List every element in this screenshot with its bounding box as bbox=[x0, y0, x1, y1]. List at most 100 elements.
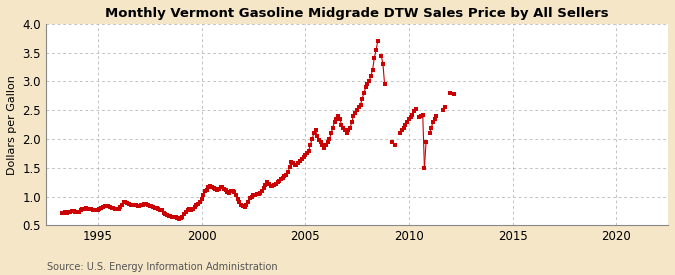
Point bbox=[236, 203, 247, 208]
Point bbox=[306, 137, 317, 141]
Point bbox=[139, 202, 150, 206]
Point bbox=[67, 209, 78, 213]
Point bbox=[439, 105, 450, 110]
Y-axis label: Dollars per Gallon: Dollars per Gallon bbox=[7, 75, 17, 175]
Point bbox=[331, 117, 342, 121]
Point bbox=[395, 131, 406, 136]
Point bbox=[200, 189, 211, 193]
Point bbox=[421, 140, 431, 144]
Point bbox=[70, 210, 81, 214]
Point bbox=[358, 91, 369, 95]
Point bbox=[125, 202, 136, 207]
Point bbox=[300, 153, 310, 157]
Point bbox=[277, 176, 288, 180]
Point bbox=[167, 214, 178, 219]
Point bbox=[208, 186, 219, 190]
Point bbox=[305, 143, 316, 147]
Point bbox=[61, 211, 72, 215]
Point bbox=[99, 204, 110, 209]
Point bbox=[315, 140, 326, 144]
Point bbox=[248, 193, 259, 198]
Point bbox=[404, 117, 414, 121]
Point bbox=[367, 68, 378, 72]
Point bbox=[270, 182, 281, 186]
Point bbox=[138, 202, 148, 207]
Point bbox=[263, 182, 274, 186]
Point bbox=[227, 189, 238, 193]
Point bbox=[389, 143, 400, 147]
Point bbox=[96, 206, 107, 210]
Point bbox=[448, 92, 459, 96]
Point bbox=[345, 125, 356, 130]
Point bbox=[124, 202, 134, 206]
Point bbox=[281, 173, 292, 177]
Point bbox=[115, 205, 126, 209]
Point bbox=[324, 137, 335, 141]
Point bbox=[319, 145, 329, 150]
Point bbox=[198, 193, 209, 198]
Point bbox=[352, 108, 362, 112]
Point bbox=[342, 131, 352, 136]
Point bbox=[350, 111, 360, 115]
Point bbox=[169, 214, 180, 219]
Point bbox=[146, 204, 157, 209]
Point bbox=[65, 210, 76, 214]
Point bbox=[186, 208, 196, 212]
Point bbox=[56, 211, 67, 216]
Point bbox=[149, 205, 160, 210]
Point bbox=[290, 163, 300, 167]
Point bbox=[111, 207, 122, 211]
Point bbox=[250, 193, 261, 197]
Point bbox=[275, 177, 286, 182]
Point bbox=[220, 188, 231, 192]
Point bbox=[74, 210, 84, 214]
Point bbox=[267, 184, 278, 188]
Point bbox=[158, 211, 169, 215]
Point bbox=[274, 179, 285, 183]
Point bbox=[303, 148, 314, 153]
Point bbox=[189, 205, 200, 209]
Point bbox=[98, 205, 109, 209]
Point bbox=[118, 200, 129, 205]
Point bbox=[201, 188, 212, 192]
Point bbox=[170, 214, 181, 219]
Point bbox=[141, 202, 152, 206]
Point bbox=[288, 161, 298, 166]
Point bbox=[94, 207, 105, 211]
Point bbox=[405, 115, 416, 119]
Point bbox=[151, 206, 162, 210]
Point bbox=[355, 102, 366, 107]
Point bbox=[182, 208, 193, 212]
Point bbox=[120, 200, 131, 204]
Point bbox=[314, 138, 325, 142]
Point bbox=[155, 208, 165, 212]
Point bbox=[172, 216, 183, 220]
Point bbox=[161, 213, 172, 217]
Point bbox=[400, 122, 410, 127]
Title: Monthly Vermont Gasoline Midgrade DTW Sales Price by All Sellers: Monthly Vermont Gasoline Midgrade DTW Sa… bbox=[105, 7, 609, 20]
Point bbox=[322, 140, 333, 144]
Point bbox=[113, 207, 124, 211]
Point bbox=[327, 125, 338, 130]
Point bbox=[343, 128, 354, 133]
Point bbox=[407, 113, 418, 117]
Point bbox=[410, 107, 421, 111]
Point bbox=[134, 204, 144, 208]
Point bbox=[68, 209, 79, 213]
Point bbox=[219, 186, 230, 191]
Point bbox=[75, 208, 86, 213]
Point bbox=[215, 185, 226, 189]
Point bbox=[364, 79, 375, 84]
Point bbox=[259, 186, 269, 190]
Point bbox=[284, 164, 295, 169]
Point bbox=[373, 39, 383, 43]
Point bbox=[252, 192, 263, 197]
Point bbox=[148, 205, 159, 209]
Point bbox=[82, 207, 93, 211]
Point bbox=[105, 205, 115, 209]
Point bbox=[130, 203, 141, 208]
Point bbox=[438, 108, 449, 112]
Point bbox=[127, 203, 138, 208]
Point bbox=[321, 143, 331, 147]
Point bbox=[78, 207, 89, 211]
